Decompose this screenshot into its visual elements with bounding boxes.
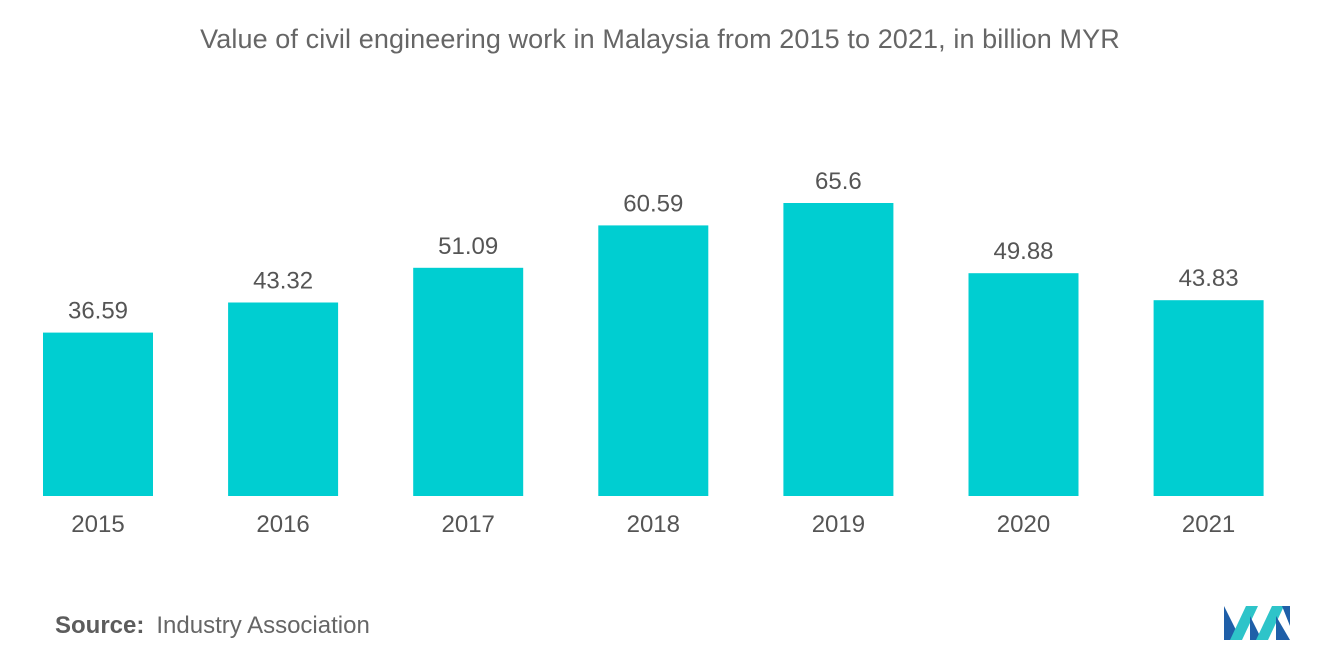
bar-value-label-2015: 36.59 — [68, 298, 128, 325]
chart-title: Value of civil engineering work in Malay… — [200, 24, 1120, 54]
bar-value-label-2017: 51.09 — [438, 233, 498, 260]
bar-2019 — [783, 203, 894, 496]
x-tick-label-2018: 2018 — [627, 511, 680, 538]
bar-2018 — [598, 225, 709, 496]
bar-value-label-2019: 65.6 — [815, 168, 862, 195]
bar-2016 — [228, 302, 339, 496]
x-tick-label-2015: 2015 — [71, 511, 124, 538]
bar-value-label-2016: 43.32 — [253, 268, 313, 295]
x-tick-label-2017: 2017 — [442, 511, 495, 538]
source-note: Source: Industry Association — [55, 612, 370, 640]
bar-2017 — [413, 267, 524, 496]
source-label: Source: — [55, 612, 145, 639]
bar-value-label-2021: 43.83 — [1179, 265, 1239, 292]
x-tick-label-2020: 2020 — [997, 511, 1050, 538]
mordor-intelligence-logo-icon — [1224, 606, 1290, 640]
x-tick-label-2019: 2019 — [812, 511, 865, 538]
bar-2020 — [968, 273, 1079, 496]
bar-2015 — [43, 332, 153, 496]
bar-2021 — [1153, 300, 1264, 496]
x-tick-label-2021: 2021 — [1182, 511, 1235, 538]
bar-value-label-2018: 60.59 — [623, 190, 683, 217]
x-tick-label-2016: 2016 — [256, 511, 309, 538]
source-value: Industry Association — [156, 612, 370, 639]
bar-value-label-2020: 49.88 — [993, 238, 1053, 265]
